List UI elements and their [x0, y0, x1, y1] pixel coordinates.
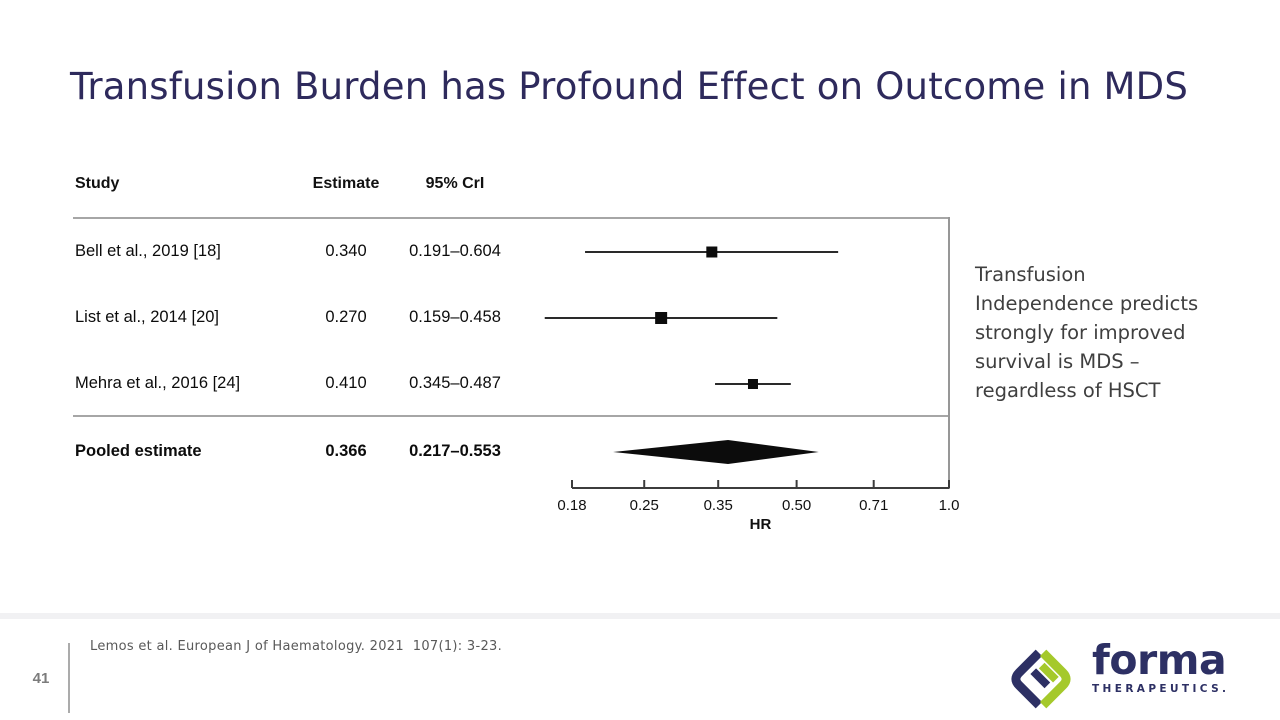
plot-right-border — [948, 217, 950, 489]
logo-wordmark: forma — [1092, 636, 1227, 684]
logo-subtitle: THERAPEUTICS. — [1092, 683, 1230, 695]
study-estimate: 0.410 — [325, 374, 367, 392]
study-ci: 0.345–0.487 — [409, 374, 501, 392]
study-marker — [706, 246, 718, 258]
study-label: Mehra et al., 2016 [24] — [75, 374, 241, 392]
table-rule-top — [73, 217, 950, 219]
footer-band — [0, 613, 1280, 619]
pooled-estimate: 0.366 — [325, 442, 367, 460]
column-header-estimate: Estimate — [312, 175, 380, 192]
slide-title: Transfusion Burden has Profound Effect o… — [70, 64, 1189, 108]
study-label: List et al., 2014 [20] — [75, 308, 220, 326]
annotation-text: Transfusion Independence predicts strong… — [975, 263, 1199, 402]
x-axis-title: HR — [749, 516, 772, 533]
column-header-ci: 95% CrI — [425, 175, 485, 192]
study-marker — [747, 379, 758, 389]
forma-logo-icon — [1011, 649, 1071, 709]
study-estimate: 0.270 — [325, 308, 367, 326]
citation-text: Lemos et al. European J of Haematology. … — [90, 639, 503, 654]
x-tick-label: 0.18 — [557, 497, 586, 514]
study-estimate: 0.340 — [325, 242, 367, 260]
study-marker — [655, 312, 668, 324]
forma-logo: forma THERAPEUTICS. — [1006, 640, 1229, 716]
study-label: Bell et al., 2019 [18] — [75, 242, 221, 260]
x-tick-label: 1.0 — [939, 497, 960, 514]
pooled-label: Pooled estimate — [75, 442, 202, 460]
pooled-ci: 0.217–0.553 — [409, 442, 501, 460]
page-number: 41 — [32, 670, 50, 687]
x-tick-label: 0.25 — [630, 497, 659, 514]
x-tick-label: 0.71 — [859, 497, 888, 514]
footer-divider — [68, 643, 70, 713]
table-rule-mid — [73, 415, 950, 417]
x-tick-label: 0.50 — [782, 497, 811, 514]
pooled-diamond — [613, 440, 819, 464]
study-ci: 0.191–0.604 — [409, 242, 501, 260]
column-header-study: Study — [75, 175, 120, 192]
study-ci: 0.159–0.458 — [409, 308, 501, 326]
x-tick-label: 0.35 — [704, 497, 733, 514]
